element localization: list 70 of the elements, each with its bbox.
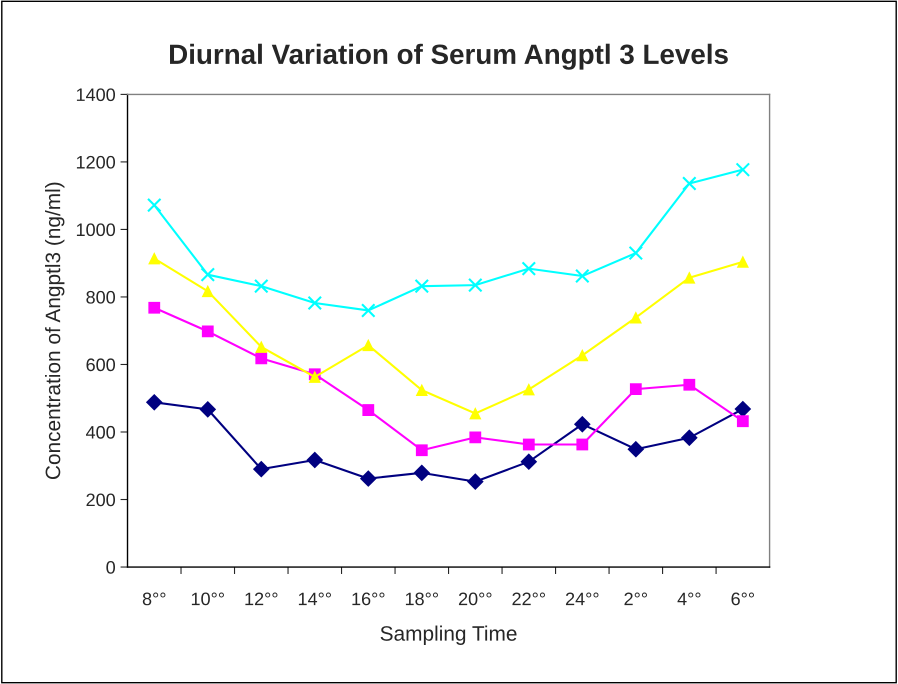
point — [736, 256, 749, 268]
x-tick-label: 16°° — [352, 592, 384, 606]
point — [683, 378, 696, 391]
point — [467, 473, 484, 490]
point — [255, 352, 268, 364]
point — [253, 460, 270, 478]
x-tick-label: 10°° — [192, 592, 224, 606]
point — [734, 400, 752, 418]
point — [682, 176, 697, 191]
point — [469, 431, 482, 444]
x-tick-label: 4°° — [678, 592, 700, 606]
point — [576, 438, 588, 450]
x-axis-title: Sampling Time — [380, 626, 517, 645]
point — [681, 430, 698, 446]
y-axis-title: Concentration of Angptl3 (ng/ml) — [45, 182, 64, 480]
point — [522, 438, 535, 450]
point — [146, 198, 162, 212]
point — [360, 470, 376, 487]
point — [360, 303, 376, 318]
x-tick-label: 6°° — [732, 592, 754, 606]
point — [308, 371, 321, 383]
point — [469, 408, 482, 420]
y-tick-label: 800 — [86, 290, 116, 304]
x-tick-label: 12°° — [245, 592, 278, 606]
point — [148, 252, 160, 264]
point — [683, 272, 696, 284]
x-tick-label: 2°° — [624, 592, 647, 606]
y-tick-label: 600 — [86, 358, 116, 372]
point — [146, 394, 162, 410]
point — [416, 444, 428, 456]
point — [362, 339, 374, 352]
y-tick-label: 1400 — [76, 88, 116, 102]
point — [628, 246, 644, 260]
x-tick-label: 8°° — [142, 592, 166, 606]
point — [522, 384, 535, 396]
point — [574, 416, 591, 432]
point — [628, 441, 644, 458]
point — [306, 452, 323, 468]
x-tick-label: 14°° — [298, 592, 331, 606]
y-tick-label: 1200 — [76, 156, 116, 169]
point — [575, 268, 590, 284]
point — [576, 349, 588, 362]
chart-title: Diurnal Variation of Serum Angptl 3 Levels — [170, 44, 728, 70]
point — [416, 384, 428, 396]
point — [362, 404, 374, 416]
x-tick-label: 18°° — [406, 592, 438, 606]
y-tick-label: 0 — [106, 560, 116, 574]
point — [522, 261, 536, 276]
point — [202, 285, 214, 298]
point — [148, 302, 160, 314]
point — [414, 278, 430, 294]
point — [255, 341, 268, 353]
point — [736, 415, 749, 428]
point — [630, 383, 642, 396]
point — [414, 464, 430, 482]
point — [200, 401, 216, 418]
y-tick-label: 200 — [86, 493, 116, 506]
point — [468, 278, 483, 292]
point — [307, 296, 322, 310]
point — [202, 325, 214, 338]
point — [736, 162, 750, 177]
point — [254, 278, 269, 294]
y-tick-label: 400 — [86, 426, 116, 439]
x-tick-label: 24°° — [566, 592, 598, 606]
point — [200, 267, 216, 282]
point — [520, 453, 538, 470]
x-tick-label: 20°° — [458, 592, 492, 606]
y-tick-label: 1000 — [76, 223, 116, 236]
point — [630, 312, 642, 324]
x-tick-label: 22°° — [512, 592, 545, 606]
